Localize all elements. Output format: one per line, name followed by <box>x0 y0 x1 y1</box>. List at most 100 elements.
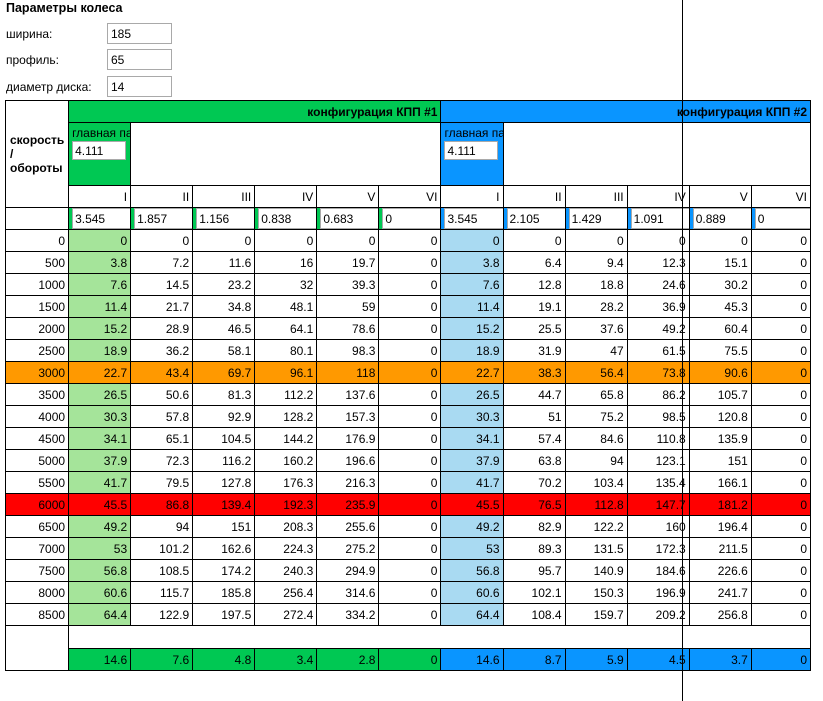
config1-gear-ratio-input[interactable] <box>134 208 192 229</box>
config2-speed-cell: 0 <box>750 317 812 340</box>
config1-ratio-cell <box>378 207 442 230</box>
config1-ratio-cell <box>192 207 256 230</box>
config1-speed-cell: 115.7 <box>130 581 194 604</box>
config1-speed-cell: 0 <box>68 229 132 252</box>
config1-gear-ratio-input[interactable] <box>196 208 254 229</box>
config2-gear-header: III <box>564 185 628 208</box>
config1-speed-cell: 0 <box>378 383 442 406</box>
table-row: 6000 45.5 86.8 139.4 192.3 235.9 0 45.5 76.5 112.… <box>4 493 812 516</box>
config2-summary-cell: 8.7 <box>502 648 566 671</box>
config2-speed-cell: 102.1 <box>502 581 566 604</box>
config1-speed-cell: 314.6 <box>316 581 380 604</box>
config2-speed-cell: 0 <box>750 515 812 538</box>
config1-speed-cell: 224.3 <box>254 537 318 560</box>
config2-speed-cell: 94 <box>564 449 628 472</box>
config2-speed-cell: 25.5 <box>502 317 566 340</box>
config2-summary-cell: 5.9 <box>564 648 628 671</box>
config2-speed-cell: 226.6 <box>688 559 752 582</box>
config1-ratio-cell <box>316 207 380 230</box>
config1-speed-cell: 36.2 <box>130 339 194 362</box>
rpm-cell: 2000 <box>4 317 70 340</box>
config2-speed-cell: 0 <box>750 295 812 318</box>
config2-ratio-cell <box>502 207 566 230</box>
config2-gear-ratio-input[interactable] <box>568 208 627 229</box>
config2-speed-cell: 73.8 <box>626 361 690 384</box>
config2-speed-cell: 122.2 <box>564 515 628 538</box>
config2-speed-cell: 135.4 <box>626 471 690 494</box>
config1-speed-cell: 0 <box>378 405 442 428</box>
config1-speed-cell: 28.9 <box>130 317 194 340</box>
config1-speed-cell: 34.1 <box>68 427 132 450</box>
table-row: 4500 34.1 65.1 104.5 144.2 176.9 0 34.1 57.4 84.6… <box>4 427 812 450</box>
config1-speed-cell: 60.6 <box>68 581 132 604</box>
config1-speed-cell: 139.4 <box>192 493 256 516</box>
config1-speed-cell: 37.9 <box>68 449 132 472</box>
config1-speed-cell: 0 <box>192 229 256 252</box>
config2-speed-cell: 7.6 <box>440 273 504 296</box>
config2-speed-cell: 131.5 <box>564 537 628 560</box>
config2-gear-ratio-input[interactable] <box>444 208 503 229</box>
config2-ratio-cell <box>626 207 690 230</box>
corner-label: скорость / обороты <box>4 100 70 208</box>
table-row: 5000 37.9 72.3 116.2 160.2 196.6 0 37.9 63.8 94 12… <box>4 449 812 472</box>
config1-speed-cell: 256.4 <box>254 581 318 604</box>
config2-speed-cell: 0 <box>564 229 628 252</box>
config2-gear-header: I <box>440 185 504 208</box>
config2-speed-cell: 36.9 <box>626 295 690 318</box>
config1-gear-ratio-input[interactable] <box>72 208 130 229</box>
config1-gear-ratio-input[interactable] <box>258 208 316 229</box>
config2-speed-cell: 172.3 <box>626 537 690 560</box>
config1-speed-cell: 0 <box>378 361 442 384</box>
config2-gear-header: II <box>502 185 566 208</box>
config1-speed-cell: 272.4 <box>254 603 318 626</box>
config2-speed-cell: 30.3 <box>440 405 504 428</box>
config1-speed-cell: 137.6 <box>316 383 380 406</box>
config1-speed-cell: 34.8 <box>192 295 256 318</box>
config1-speed-cell: 15.2 <box>68 317 132 340</box>
config2-speed-cell: 0 <box>440 229 504 252</box>
config2-gear-header: VI <box>750 185 812 208</box>
config1-speed-cell: 92.9 <box>192 405 256 428</box>
table-row: 1500 11.4 21.7 34.8 48.1 59 0 11.4 19.1 28.2 36.9 4… <box>4 295 812 318</box>
config2-main-pair-input[interactable] <box>444 141 499 160</box>
config2-speed-cell: 15.2 <box>440 317 504 340</box>
config2-speed-cell: 3.8 <box>440 251 504 274</box>
config1-speed-cell: 294.9 <box>316 559 380 582</box>
config1-ratio-cell <box>130 207 194 230</box>
config1-speed-cell: 157.3 <box>316 405 380 428</box>
config1-speed-cell: 0 <box>378 603 442 626</box>
config1-speed-cell: 69.7 <box>192 361 256 384</box>
config1-speed-cell: 19.7 <box>316 251 380 274</box>
diameter-label: диаметр диска: <box>6 80 92 94</box>
config2-speed-cell: 70.2 <box>502 471 566 494</box>
rpm-cell: 2500 <box>4 339 70 362</box>
config1-gear-ratio-input[interactable] <box>382 208 440 229</box>
diameter-input[interactable] <box>107 76 172 97</box>
config2-speed-cell: 147.7 <box>626 493 690 516</box>
config1-speed-cell: 0 <box>378 449 442 472</box>
rpm-cell: 3000 <box>4 361 70 384</box>
config1-speed-cell: 65.1 <box>130 427 194 450</box>
config1-speed-cell: 59 <box>316 295 380 318</box>
config1-main-pair-input[interactable] <box>72 141 127 160</box>
config1-speed-cell: 41.7 <box>68 471 132 494</box>
config2-speed-cell: 53 <box>440 537 504 560</box>
config1-speed-cell: 162.6 <box>192 537 256 560</box>
config2-speed-cell: 18.8 <box>564 273 628 296</box>
config2-speed-cell: 256.8 <box>688 603 752 626</box>
width-input[interactable] <box>107 23 172 44</box>
config2-gear-ratio-input[interactable] <box>692 208 751 229</box>
config2-speed-cell: 0 <box>688 229 752 252</box>
config1-gear-ratio-input[interactable] <box>320 208 378 229</box>
summary-row: 14.6 7.6 4.8 3.4 2.8 0 14.6 8.7 5.9 4.5 3.7 0 <box>6 648 812 671</box>
config2-gear-ratio-input[interactable] <box>506 208 565 229</box>
config1-speed-cell: 128.2 <box>254 405 318 428</box>
config1-speed-cell: 240.3 <box>254 559 318 582</box>
empty-row <box>4 625 811 671</box>
profile-input[interactable] <box>107 49 172 70</box>
config2-gear-ratio-input[interactable] <box>754 208 810 229</box>
config2-speed-cell: 31.9 <box>502 339 566 362</box>
config1-speed-cell: 334.2 <box>316 603 380 626</box>
config2-speed-cell: 95.7 <box>502 559 566 582</box>
config2-gear-ratio-input[interactable] <box>630 208 689 229</box>
